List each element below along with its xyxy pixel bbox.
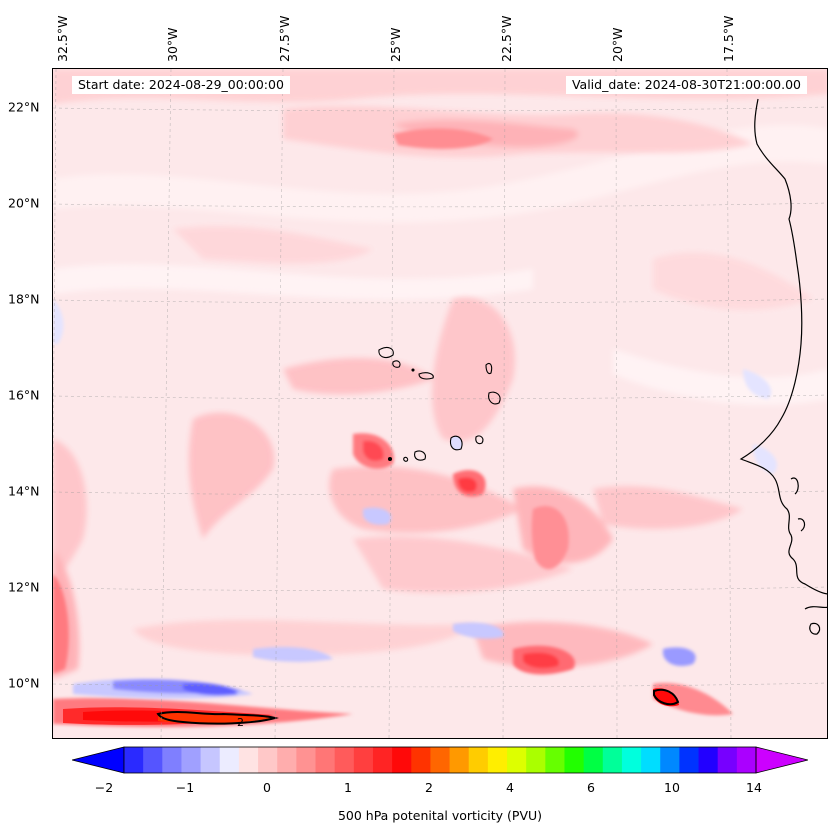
lat-label-18n: 18°N: [8, 291, 40, 307]
map-panel: [52, 68, 828, 739]
colorbar-segment: [526, 747, 546, 773]
colorbar-segment: [545, 747, 565, 773]
pv-negative-regions: [53, 299, 777, 699]
colorbar-outline: [123, 746, 757, 774]
colorbar-segment: [238, 747, 259, 773]
colorbar-segment: [430, 747, 451, 773]
colorbar-segment: [487, 747, 508, 773]
near-zero-streaks: [53, 124, 827, 405]
colorbar-segment: [200, 747, 221, 773]
cbar-tick-6: 6: [587, 780, 595, 795]
lat-label-16n: 16°N: [8, 387, 40, 403]
colorbar: [72, 746, 808, 774]
colorbar-segment: [641, 747, 661, 773]
pv-field-map: [53, 69, 827, 738]
colorbar-segment: [258, 747, 278, 773]
colorbar-segment: [679, 747, 700, 773]
cape-verde-islands: [378, 346, 501, 462]
colorbar-segment: [162, 747, 182, 773]
colorbar-segment: [353, 747, 374, 773]
cbar-tick-1: 1: [344, 780, 352, 795]
colorbar-segment: [564, 747, 585, 773]
lon-label-20w: 20°W: [610, 27, 625, 62]
contour-value-label: 2: [237, 716, 244, 729]
cbar-tick-10: 10: [664, 780, 680, 795]
start-date-label: Start date: 2024-08-29_00:00:00: [72, 76, 290, 94]
cbar-tick-neg1: −1: [175, 780, 195, 795]
colorbar-segment: [717, 747, 738, 773]
colorbar-segment: [219, 747, 240, 773]
colorbar-segment: [315, 747, 336, 773]
colorbar-segment: [621, 747, 642, 773]
colorbar-segment: [602, 747, 623, 773]
colorbar-extend-max: [755, 746, 808, 774]
colorbar-segment: [277, 747, 297, 773]
colorbar-segment: [392, 747, 412, 773]
gridlines: [53, 69, 827, 738]
colorbar-segment: [124, 747, 144, 773]
lat-label-12n: 12°N: [8, 579, 40, 595]
colorbar-caption: 500 hPa potenital vorticity (PVU): [337, 808, 543, 823]
cbar-tick-2: 2: [425, 780, 433, 795]
colorbar-segment: [372, 747, 393, 773]
colorbar-segment: [334, 747, 355, 773]
pv-bottom-band: [63, 688, 679, 725]
lat-label-20n: 20°N: [8, 195, 40, 211]
colorbar-segment: [449, 747, 470, 773]
cbar-tick-neg2: −2: [94, 780, 114, 795]
lat-label-14n: 14°N: [8, 483, 40, 499]
colorbar-extend-min: [72, 746, 125, 774]
cbar-tick-4: 4: [506, 780, 514, 795]
lon-label-30w: 30°W: [165, 27, 180, 62]
colorbar-segment: [411, 747, 431, 773]
lon-label-17-5w: 17.5°W: [721, 15, 736, 62]
lon-label-25w: 25°W: [388, 27, 403, 62]
lat-label-10n: 10°N: [8, 675, 40, 691]
colorbar-segment: [296, 747, 317, 773]
cbar-tick-14: 14: [746, 780, 762, 795]
africa-coastline: [739, 98, 827, 635]
colorbar-segment: [583, 747, 604, 773]
colorbar-segment: [181, 747, 202, 773]
lat-label-22n: 22°N: [8, 99, 40, 115]
lon-label-32-5w: 32.5°W: [55, 15, 70, 62]
colorbar-segment: [507, 747, 527, 773]
lon-label-27-5w: 27.5°W: [277, 15, 292, 62]
colorbar-segments: [72, 746, 808, 774]
cbar-tick-0: 0: [263, 780, 271, 795]
colorbar-segment: [143, 747, 163, 773]
colorbar-segment: [660, 747, 680, 773]
lon-label-22-5w: 22.5°W: [499, 15, 514, 62]
valid-date-label: Valid_date: 2024-08-30T21:00:00.00: [565, 76, 807, 94]
colorbar-segment: [736, 747, 757, 773]
colorbar-segment: [698, 747, 719, 773]
colorbar-segment: [468, 747, 489, 773]
